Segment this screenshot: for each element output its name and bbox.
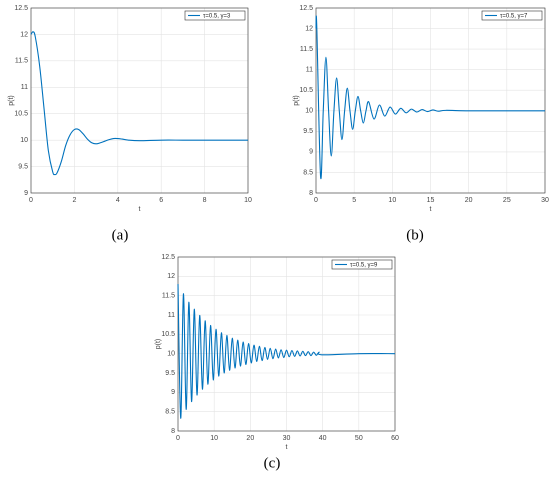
x-tick-label: 4 [116, 197, 120, 204]
y-tick-label: 11.5 [15, 58, 28, 65]
x-axis-label: t [139, 206, 141, 213]
y-tick-label: 9.5 [165, 370, 175, 377]
y-tick-label: 10 [167, 351, 175, 358]
axes-frame [315, 7, 546, 194]
x-tick-label: 20 [246, 435, 254, 442]
x-tick-label: 0 [29, 197, 33, 204]
axes-frame [177, 256, 396, 432]
x-tick-label: 6 [159, 197, 163, 204]
x-tick-label: 30 [283, 435, 291, 442]
legend-box [331, 259, 393, 270]
data-line [30, 31, 248, 176]
y-tick-label: 9 [24, 190, 28, 197]
data-line [315, 15, 545, 180]
y-tick-label: 8 [171, 428, 175, 435]
y-tick-label: 11 [21, 84, 28, 91]
y-tick-label: 8.5 [165, 409, 175, 416]
y-tick-label: 9 [171, 389, 175, 396]
x-tick-label: 20 [465, 197, 473, 204]
y-axis-label: p(t) [293, 95, 300, 106]
y-tick-label: 9.5 [303, 128, 313, 135]
axes-frame [30, 7, 249, 194]
x-tick-label: 10 [210, 435, 218, 442]
y-tick-label: 9 [309, 149, 313, 156]
x-tick-label: 25 [503, 197, 511, 204]
y-tick-label: 12 [305, 25, 313, 32]
legend-label: τ=0.5, γ=3 [203, 13, 231, 19]
plot-area [31, 8, 248, 193]
x-tick-label: 5 [352, 197, 356, 204]
y-tick-label: 10 [305, 108, 313, 115]
y-tick-label: 11 [168, 312, 175, 319]
x-tick-label: 2 [72, 197, 76, 204]
y-tick-label: 12.5 [14, 5, 28, 12]
y-tick-label: 12 [167, 273, 175, 280]
x-axis-label: t [430, 206, 432, 213]
x-tick-label: 10 [388, 197, 396, 204]
y-tick-label: 11 [306, 67, 313, 74]
caption: (b) [406, 227, 424, 243]
y-tick-label: 8.5 [303, 169, 313, 176]
x-tick-label: 0 [176, 435, 180, 442]
y-tick-label: 10.5 [14, 111, 28, 118]
x-tick-label: 8 [203, 197, 207, 204]
x-tick-label: 15 [427, 197, 435, 204]
y-tick-label: 10 [20, 137, 28, 144]
x-tick-label: 50 [355, 435, 363, 442]
legend-label: τ=0.5, γ=7 [500, 13, 528, 19]
y-axis-label: p(t) [8, 95, 15, 106]
x-tick-label: 30 [541, 197, 549, 204]
y-tick-label: 12.5 [161, 254, 175, 261]
caption: (a) [112, 227, 129, 243]
y-tick-label: 8 [309, 190, 313, 197]
x-tick-label: 40 [319, 435, 327, 442]
y-axis-label: p(t) [155, 339, 162, 350]
y-tick-label: 12.5 [299, 5, 313, 12]
y-tick-label: 11.5 [300, 46, 313, 53]
legend-box [481, 10, 543, 21]
y-tick-label: 10.5 [161, 331, 175, 338]
y-tick-label: 11.5 [162, 293, 175, 300]
y-tick-label: 9.5 [18, 163, 28, 170]
caption: (c) [264, 455, 281, 471]
x-tick-label: 10 [244, 197, 252, 204]
legend-box [184, 10, 246, 21]
x-tick-label: 60 [391, 435, 399, 442]
y-tick-label: 12 [20, 31, 28, 38]
x-axis-label: t [286, 444, 288, 451]
x-tick-label: 0 [314, 197, 318, 204]
legend-label: τ=0.5, γ=9 [350, 262, 378, 268]
data-line [177, 284, 396, 419]
y-tick-label: 10.5 [299, 87, 313, 94]
